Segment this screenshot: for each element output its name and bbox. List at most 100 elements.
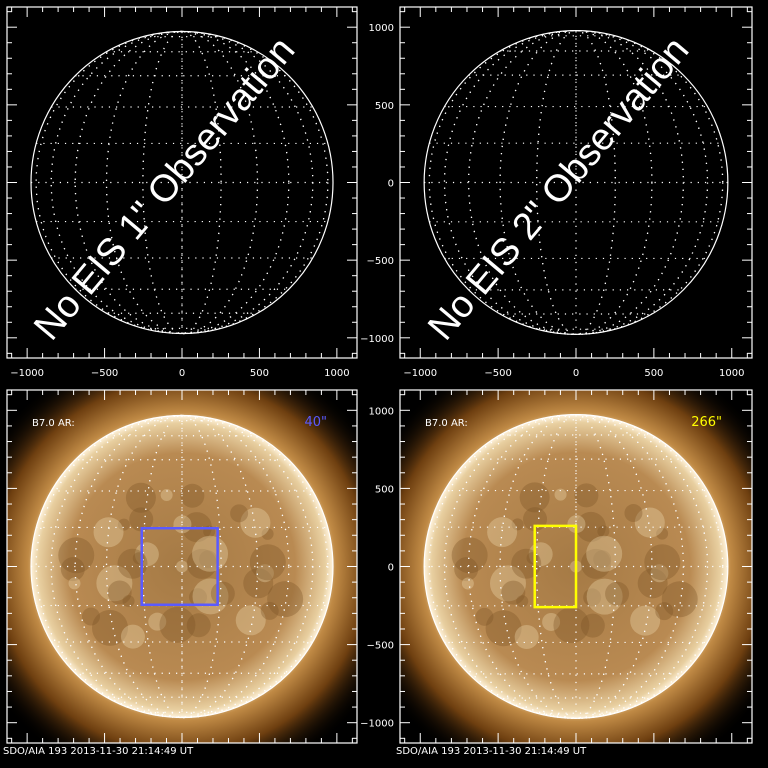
longitude-line (499, 30, 653, 335)
y-tick-label: 1000 (369, 406, 394, 417)
solar-feature (630, 605, 661, 636)
solar-feature (186, 613, 211, 638)
solar-feature (634, 507, 665, 538)
solar-feature (117, 548, 148, 579)
x-tick-label: 1000 (719, 368, 744, 379)
longitude-line (499, 414, 653, 719)
solar-feature (542, 612, 561, 631)
solar-feature (580, 613, 605, 638)
solar-feature (655, 602, 674, 621)
footer-label: SDO/AIA 193 2013-11-30 21:14:49 UT (396, 746, 587, 757)
solar-limb (30, 414, 334, 719)
solar-feature (260, 601, 279, 620)
x-tick-label: 500 (644, 368, 663, 379)
solar-feature (461, 577, 474, 590)
solar-limb (30, 30, 334, 335)
solar-feature (574, 483, 599, 508)
y-tick-label: 0 (388, 563, 394, 574)
solar-feature (186, 548, 217, 579)
solar-feature (489, 565, 526, 602)
solar-feature (583, 588, 602, 607)
step-size-label: 266" (691, 415, 722, 430)
x-tick-label: −1000 (403, 368, 437, 379)
y-tick-label: −1000 (360, 334, 394, 345)
y-tick-label: −500 (367, 256, 394, 267)
solar-feature (514, 625, 539, 650)
solar-feature (117, 518, 130, 531)
longitude-line (443, 414, 709, 719)
no-observation-message: No EIS 2" Observation (420, 29, 697, 348)
panel-bottom-left: B7.0 AR: 40" SDO/AIA 193 2013-11-30 21:14:… (3, 389, 358, 757)
solar-feature (68, 577, 81, 590)
panel-top-left: No EIS 1" Observation −1000 −500 0 500 1000 (6, 6, 358, 379)
panel-top-right: No EIS 2" Observation −1000 −1000 −500 −500 0… (360, 6, 753, 379)
solar-feature (58, 537, 95, 574)
solar-feature (454, 557, 479, 582)
solar-feature (501, 580, 526, 605)
solar-feature (644, 544, 681, 581)
flare-class-label: B7.0 AR: (425, 418, 468, 429)
solar-feature (148, 612, 167, 631)
y-tick-label: 500 (375, 101, 394, 112)
y-tick-label: 500 (375, 484, 394, 495)
solar-feature (240, 507, 271, 538)
flare-class-label: B7.0 AR: (32, 418, 75, 429)
y-tick-label: 1000 (369, 23, 394, 34)
solar-feature (243, 568, 274, 599)
solar-feature (210, 581, 235, 606)
solar-feature (249, 544, 286, 581)
solar-feature (120, 624, 145, 649)
solar-feature (511, 548, 542, 579)
solar-feature (261, 527, 274, 540)
solar-feature (160, 489, 173, 502)
solar-feature (519, 482, 550, 513)
solar-feature (624, 504, 643, 523)
step-size-label: 40" (304, 415, 327, 430)
longitude-line (74, 30, 290, 335)
solar-feature (554, 488, 567, 501)
longitude-line (428, 414, 724, 719)
solar-feature (267, 581, 304, 618)
solar-feature (107, 580, 132, 605)
solar-feature (199, 550, 218, 569)
x-tick-label: −1000 (10, 368, 44, 379)
solar-feature (575, 511, 606, 542)
solar-feature (593, 550, 612, 569)
solar-feature (650, 564, 669, 583)
solar-feature (475, 607, 494, 626)
solar-feature (580, 548, 611, 579)
longitude-line (74, 414, 290, 719)
solar-feature (230, 504, 249, 523)
solar-limb (423, 30, 729, 335)
solar-feature (597, 525, 610, 538)
solar-feature (235, 605, 266, 636)
longitude-line (428, 30, 724, 335)
solar-feature (189, 588, 208, 607)
solar-feature (159, 606, 196, 643)
no-observation-message: No EIS 1" Observation (26, 29, 303, 348)
solar-feature (553, 607, 590, 644)
eis-fov-box (533, 524, 578, 609)
solar-feature (255, 564, 274, 583)
solar-feature (605, 581, 630, 606)
solar-feature (637, 568, 668, 599)
solar-feature (485, 610, 522, 647)
solar-feature (451, 537, 488, 574)
x-tick-label: 1000 (324, 368, 349, 379)
solar-feature (656, 527, 669, 540)
x-tick-label: 0 (573, 368, 579, 379)
x-tick-label: −500 (484, 368, 511, 379)
x-tick-label: 0 (179, 368, 185, 379)
solar-feature (192, 535, 229, 572)
longitude-line (443, 30, 709, 335)
footer-label: SDO/AIA 193 2013-11-30 21:14:49 UT (3, 746, 194, 757)
y-tick-label: 0 (388, 179, 394, 190)
solar-feature (180, 483, 205, 508)
eis-fov-box (140, 526, 219, 607)
solar-feature (661, 581, 698, 618)
x-tick-label: −500 (91, 368, 118, 379)
solar-feature (122, 595, 135, 608)
solar-feature (586, 535, 623, 572)
solar-feature (129, 507, 154, 532)
